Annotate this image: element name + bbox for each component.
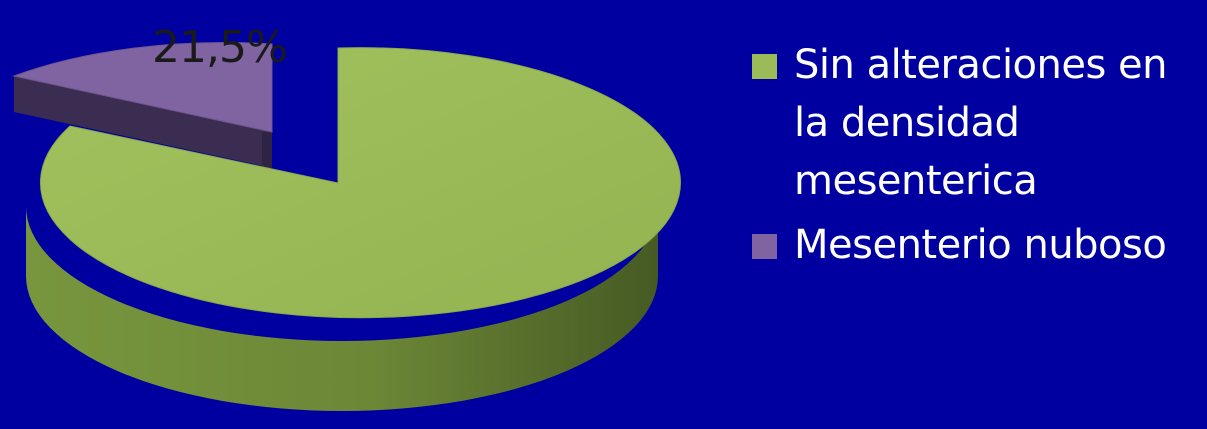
data-label-mesenterio-nuboso: 21,5% <box>152 22 287 73</box>
legend-item-mesenterio-nuboso: Mesenterio nuboso <box>752 216 1202 274</box>
legend-label: Sin alteraciones en la densidad mesenter… <box>794 42 1168 204</box>
slice-side-mesenterio-nuboso <box>14 76 272 168</box>
legend-swatch-green <box>752 54 777 79</box>
slice-sin-alteraciones <box>39 47 681 319</box>
slice-inner-wall-mesenterio-nuboso <box>262 132 272 168</box>
legend: Sin alteraciones en la densidad mesenter… <box>752 36 1202 274</box>
slice-mesenterio-nuboso <box>12 42 273 133</box>
legend-item-sin-alteraciones: Sin alteraciones en la densidad mesenter… <box>752 36 1202 210</box>
slice-side-sin-alteraciones <box>26 206 658 411</box>
legend-swatch-purple <box>752 234 777 259</box>
legend-label: Mesenterio nuboso <box>794 222 1167 268</box>
